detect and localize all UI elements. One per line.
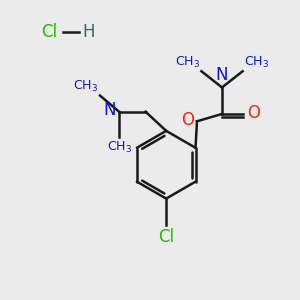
- Text: O: O: [181, 111, 194, 129]
- Text: H: H: [82, 23, 95, 41]
- Text: N: N: [216, 67, 228, 85]
- Text: Cl: Cl: [158, 228, 174, 246]
- Text: CH$_3$: CH$_3$: [106, 140, 132, 155]
- Text: CH$_3$: CH$_3$: [73, 79, 98, 94]
- Text: CH$_3$: CH$_3$: [244, 55, 269, 70]
- Text: N: N: [103, 101, 116, 119]
- Text: CH$_3$: CH$_3$: [175, 55, 200, 70]
- Text: O: O: [247, 104, 260, 122]
- Text: Cl: Cl: [41, 23, 57, 41]
